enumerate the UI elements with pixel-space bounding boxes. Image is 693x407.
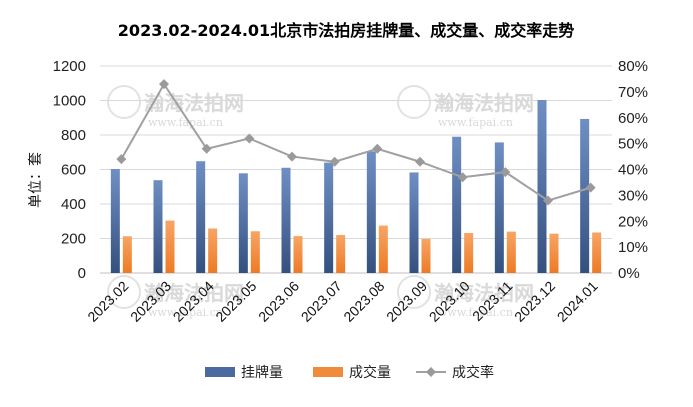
x-tick-label: 2023.09 xyxy=(383,278,430,325)
watermark-text: 瀚海法拍网 xyxy=(434,91,534,115)
left-tick-label: 400 xyxy=(61,196,86,213)
legend-swatch xyxy=(313,367,343,377)
listing-bar xyxy=(196,161,206,273)
legend-marker xyxy=(426,367,436,377)
rate-point xyxy=(457,172,468,183)
transaction-bar xyxy=(336,235,346,273)
listing-bar xyxy=(238,173,248,273)
rate-point xyxy=(287,151,297,162)
rate-point xyxy=(585,182,596,193)
watermark-seal-icon xyxy=(107,275,141,309)
legend-swatch xyxy=(205,367,235,377)
rate-line xyxy=(120,82,591,202)
x-tick-label: 2023.07 xyxy=(298,278,345,325)
left-tick-label: 200 xyxy=(61,231,86,248)
rate-point xyxy=(329,156,340,167)
listing-bar xyxy=(494,142,504,273)
transaction-bar xyxy=(592,232,602,273)
transaction-bar xyxy=(165,220,175,273)
right-tick-label: 80% xyxy=(618,58,648,75)
rate-point xyxy=(415,156,425,167)
x-tick-label: 2023.06 xyxy=(255,278,302,325)
transaction-bar xyxy=(464,232,474,273)
watermark-text: 瀚海法拍网 xyxy=(144,91,244,115)
legend-item-rate: 成交率 xyxy=(416,364,494,381)
listing-bar xyxy=(324,162,334,273)
legend-label: 挂牌量 xyxy=(241,364,283,381)
left-tick-label: 800 xyxy=(61,127,86,144)
watermark-layer: 瀚海法拍网www.fapai.cn瀚海法拍网www.fapai.cn瀚海法拍网w… xyxy=(107,85,534,319)
listing-bar xyxy=(537,99,547,273)
listing-bar xyxy=(409,172,419,273)
transaction-bar xyxy=(549,233,559,273)
left-axis: 0 200 400 600 800 1000 1200 xyxy=(53,58,86,282)
right-tick-label: 70% xyxy=(618,84,648,101)
legend-label: 成交率 xyxy=(452,364,494,381)
left-tick-label: 600 xyxy=(61,162,86,179)
legend: 挂牌量 成交量 成交率 xyxy=(205,364,494,381)
legend-label: 成交量 xyxy=(349,364,391,381)
transaction-bar xyxy=(293,236,303,273)
listing-bar xyxy=(452,136,462,273)
x-tick-label: 2023.02 xyxy=(84,278,131,325)
watermark-seal-icon xyxy=(397,275,431,309)
watermark-url: www.fapai.cn xyxy=(148,116,223,129)
rate-point xyxy=(159,79,169,90)
rate-point xyxy=(116,154,127,165)
transaction-bar xyxy=(208,228,218,273)
chart-title: 2023.02-2024.01北京市法拍房挂牌量、成交量、成交率走势 xyxy=(118,21,574,40)
gridlines xyxy=(100,65,612,274)
watermark-seal-icon xyxy=(397,85,431,119)
watermark-url: www.fapai.cn xyxy=(148,306,223,319)
listing-bar xyxy=(110,168,120,273)
transaction-bar xyxy=(506,231,516,273)
left-tick-label: 1000 xyxy=(53,93,86,110)
line-layer xyxy=(116,79,596,206)
watermark-text: 瀚海法拍网 xyxy=(434,281,534,305)
right-axis: 0% 10% 20% 30% 40% 50% 60% 70% 80% xyxy=(618,58,648,282)
watermark-url: www.fapai.cn xyxy=(438,306,513,319)
y-axis-label: 单位：套 xyxy=(28,152,44,208)
watermark-text: 瀚海法拍网 xyxy=(144,281,244,305)
right-tick-label: 20% xyxy=(618,213,648,230)
right-tick-label: 0% xyxy=(618,265,640,282)
right-tick-label: 30% xyxy=(618,187,648,204)
left-tick-label: 1200 xyxy=(53,58,86,75)
rate-point xyxy=(500,167,511,178)
left-tick-label: 0 xyxy=(78,265,86,282)
legend-item-transaction: 成交量 xyxy=(313,364,391,381)
watermark-seal-icon xyxy=(107,85,141,119)
rate-point xyxy=(201,143,212,154)
transaction-bar xyxy=(421,238,431,273)
listing-bar xyxy=(281,167,291,273)
rate-point xyxy=(543,195,553,206)
rate-point xyxy=(244,133,255,144)
rate-point xyxy=(372,143,383,154)
right-tick-label: 10% xyxy=(618,239,648,256)
right-tick-label: 60% xyxy=(618,110,648,127)
x-tick-label: 2024.01 xyxy=(554,278,601,325)
listing-bar xyxy=(580,118,590,274)
listing-bar xyxy=(366,151,376,273)
right-tick-label: 40% xyxy=(618,162,648,179)
legend-item-listing: 挂牌量 xyxy=(205,364,283,381)
transaction-bar xyxy=(378,225,388,273)
x-tick-label: 2023.08 xyxy=(340,278,387,325)
right-tick-label: 50% xyxy=(618,136,648,153)
listing-bar xyxy=(153,180,163,273)
transaction-bar xyxy=(122,236,132,273)
bar-layer xyxy=(110,99,602,274)
watermark-url: www.fapai.cn xyxy=(438,116,513,129)
transaction-bar xyxy=(250,231,260,273)
